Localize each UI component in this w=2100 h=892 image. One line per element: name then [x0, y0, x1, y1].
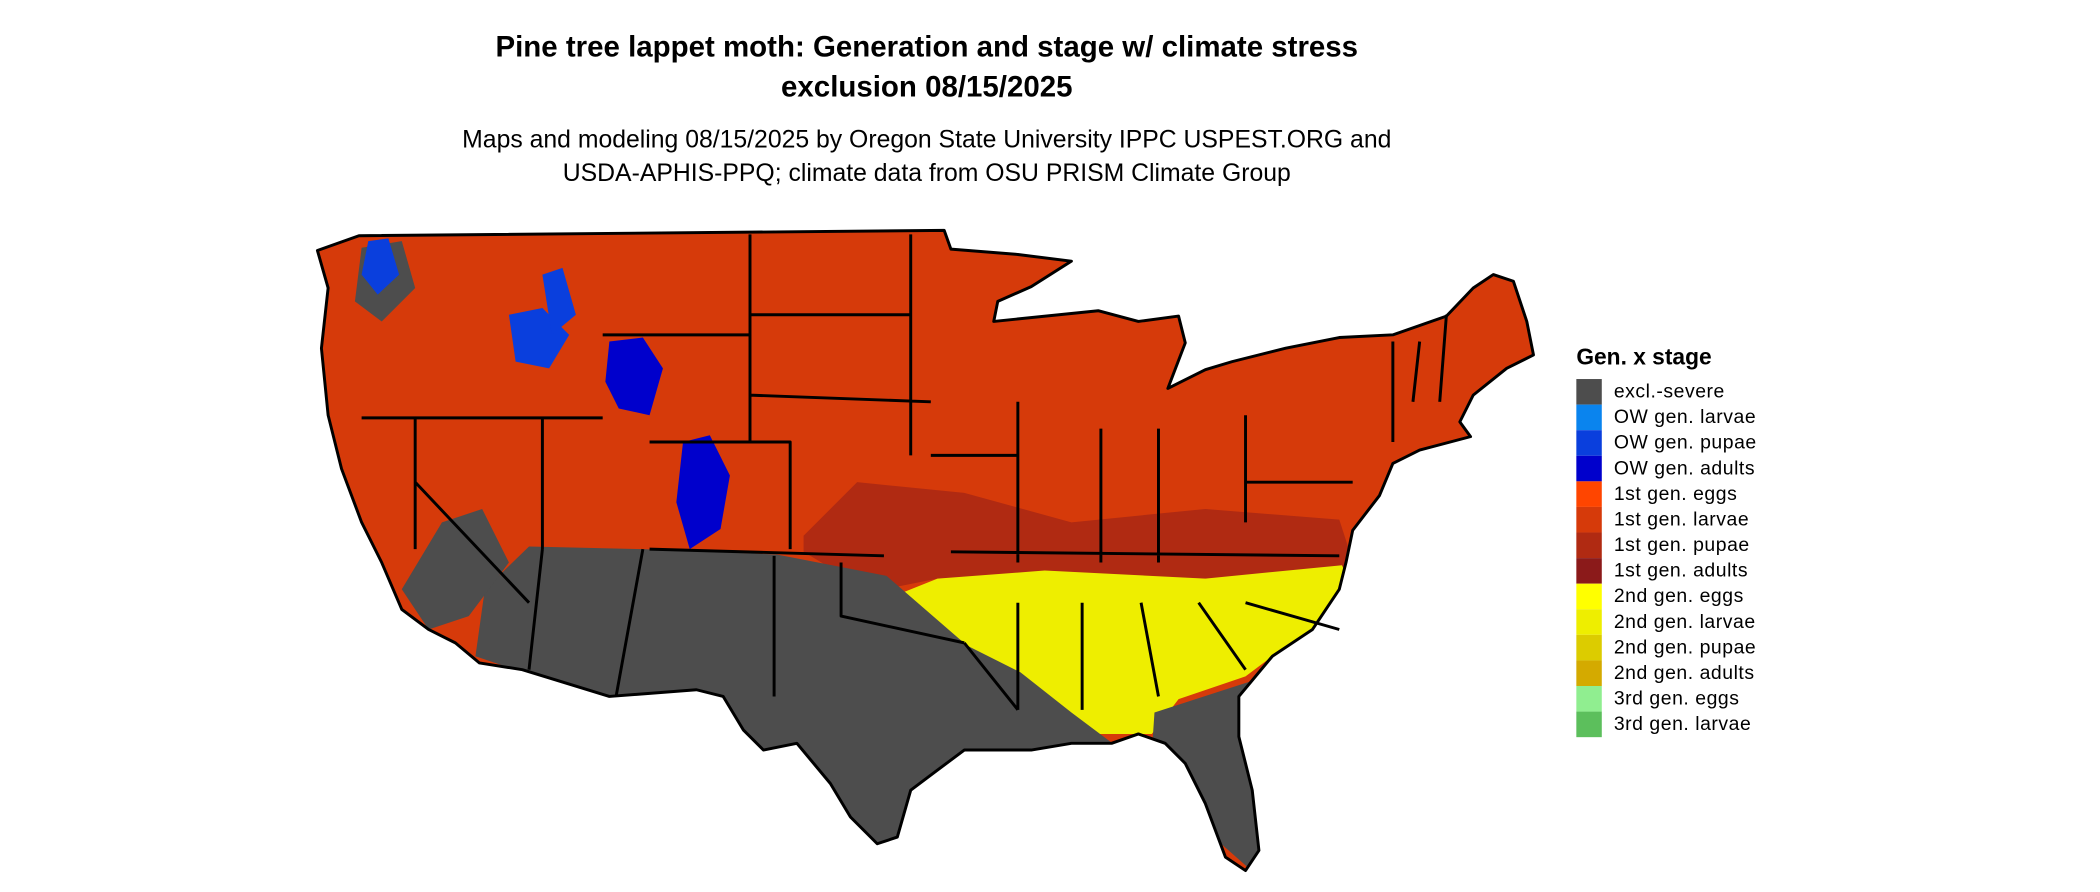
map-region [401, 508, 509, 630]
map [317, 230, 1534, 871]
map-region [361, 238, 400, 295]
legend-swatch [1576, 609, 1602, 635]
legend-label: 3rd gen. eggs [1614, 688, 1740, 710]
legend-swatch [1576, 660, 1602, 686]
map-region [542, 267, 576, 335]
legend-label: 2nd gen. larvae [1614, 611, 1756, 633]
legend-swatch [1576, 430, 1602, 456]
legend-label: 2nd gen. eggs [1614, 585, 1744, 607]
legend-swatch [1576, 711, 1602, 738]
legend-label: 1st gen. larvae [1614, 508, 1749, 530]
legend-swatch [1576, 532, 1602, 559]
legend-swatch [1576, 379, 1602, 405]
legend-swatch [1576, 506, 1602, 533]
legend-label: OW gen. larvae [1614, 406, 1756, 428]
map-region [803, 482, 1356, 592]
legend-swatch [1576, 404, 1602, 431]
legend: Gen. x stage excl.-severe OW gen. larvae O… [1576, 343, 1757, 738]
legend-label: 2nd gen. adults [1614, 662, 1755, 684]
legend-label: 2nd gen. pupae [1614, 636, 1756, 658]
legend-swatch [1576, 558, 1602, 584]
legend-label: OW gen. adults [1614, 457, 1755, 479]
map-region [605, 337, 663, 416]
title-line: exclusion 08/15/2025 [781, 70, 1072, 103]
legend-label: 1st gen. pupae [1614, 534, 1750, 556]
legend-label: 3rd gen. larvae [1614, 713, 1752, 735]
map-region [475, 546, 1115, 858]
legend-label: 1st gen. adults [1614, 560, 1748, 582]
legend-label: excl.-severe [1614, 381, 1725, 403]
map-region [870, 565, 1353, 734]
legend-swatch [1576, 686, 1602, 712]
legend-label: 1st gen. eggs [1614, 483, 1738, 505]
map-region [676, 435, 730, 550]
legend-title: Gen. x stage [1576, 343, 1711, 369]
legend-swatch [1576, 583, 1602, 610]
subtitle-line: USDA-APHIS-PPQ; climate data from OSU PR… [563, 160, 1291, 187]
state-borders [315, 228, 1535, 873]
legend-swatch [1576, 634, 1602, 661]
title-line: Pine tree lappet moth: Generation and st… [495, 30, 1358, 63]
legend-swatch [1576, 455, 1602, 482]
subtitle-line: Maps and modeling 08/15/2025 by Oregon S… [462, 126, 1391, 153]
legend-label: OW gen. pupae [1614, 432, 1757, 454]
legend-swatch [1576, 481, 1602, 507]
